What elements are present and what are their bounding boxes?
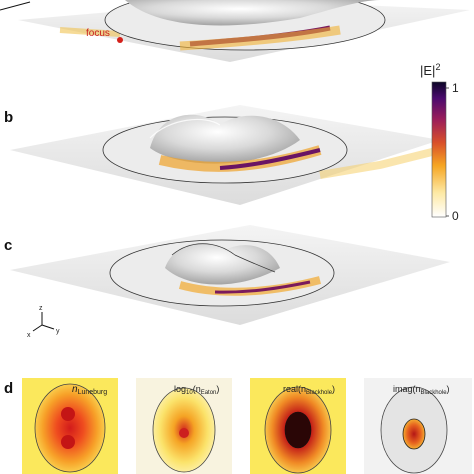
panel-a-beam: [59, 27, 121, 37]
panel-c-dome: [165, 243, 280, 285]
panel-a-arrow: [0, 1, 31, 11]
panel-c: c: [4, 225, 450, 325]
thumbnail-luneburg-title: nLuneburg: [72, 384, 107, 396]
thumbnail-eaton: log10(nEaton): [136, 378, 232, 474]
axes-triad: z y x: [27, 305, 60, 339]
thumbnail-blackhole-real-title: real(nBlackhole): [283, 384, 335, 396]
panel-a: focus: [0, 0, 470, 62]
colorbar: |E|2 1 0: [420, 62, 459, 223]
panel-b-label: b: [4, 109, 13, 126]
colorbar-max-label: 1: [452, 81, 459, 95]
axis-x-label: x: [27, 332, 31, 339]
panel-b-dome: [150, 114, 300, 164]
focus-label: focus: [86, 28, 110, 39]
panel-b-caustic: [219, 148, 321, 170]
thumbnail-eaton-title: log10(nEaton): [174, 384, 219, 396]
thumbnail-blackhole-imag: imag(nBlackhole): [364, 378, 472, 474]
axis-y-label: y: [56, 328, 60, 335]
axis-z-label: z: [39, 305, 43, 312]
thumbnail-blackhole-imag-title: imag(nBlackhole): [393, 384, 450, 396]
colorbar-title: |E|2: [420, 62, 440, 78]
panel-a-dome: [125, 0, 380, 26]
panel-b: b: [4, 105, 441, 205]
colorbar-gradient: [431, 81, 447, 218]
focus-marker: [117, 37, 123, 43]
panel-c-caustic: [214, 280, 311, 294]
thumbnail-luneburg: nLuneburg: [22, 378, 118, 474]
colorbar-min-label: 0: [452, 209, 459, 223]
panel-d-label: d: [4, 380, 13, 397]
panel-d: d nLuneburg log10(nEaton) real(nBlackhol…: [4, 378, 472, 474]
thumbnail-blackhole-real: real(nBlackhole): [250, 378, 346, 474]
panel-c-label: c: [4, 237, 12, 254]
